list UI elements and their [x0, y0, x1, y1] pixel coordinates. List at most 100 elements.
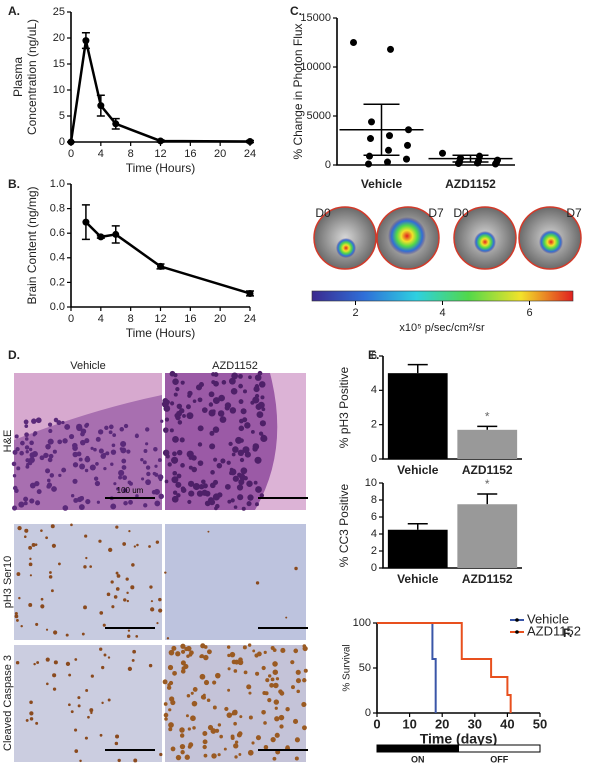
cell [24, 424, 29, 429]
cell [293, 648, 299, 654]
cell [79, 759, 82, 763]
y-tick-label: 4 [371, 528, 377, 540]
cell [232, 475, 239, 482]
cell [199, 673, 206, 680]
cell [126, 591, 129, 595]
panel-label: A. [8, 4, 20, 18]
x-category-label: Vehicle [397, 463, 439, 477]
point [246, 137, 254, 145]
cell [121, 458, 127, 464]
cell [248, 375, 252, 380]
ihc-ph3-vehicle [14, 524, 162, 640]
cell [90, 674, 94, 678]
cell [179, 733, 185, 738]
cell [294, 737, 300, 743]
cell [23, 496, 29, 502]
cell [143, 503, 148, 508]
cell [52, 449, 57, 454]
cell [238, 399, 244, 405]
cell [227, 688, 231, 692]
cell [154, 500, 161, 507]
cell [116, 574, 121, 578]
cell [224, 706, 229, 712]
cell [53, 417, 59, 423]
cell [36, 489, 42, 495]
cell [187, 499, 192, 504]
cell [186, 645, 192, 652]
cell [61, 420, 65, 425]
panel-label: B. [8, 177, 20, 191]
cell [255, 502, 259, 507]
cell [247, 494, 254, 501]
cell [294, 566, 298, 571]
cell [51, 486, 57, 492]
cell [272, 661, 278, 667]
cell [216, 462, 223, 469]
cell [267, 698, 272, 703]
y-tick-label: 0 [325, 159, 331, 171]
cell [278, 689, 283, 694]
cell [102, 452, 107, 457]
cell [302, 678, 307, 683]
point [474, 159, 481, 167]
x-tick-label: 20 [214, 148, 226, 160]
cell [31, 543, 36, 547]
cell [187, 480, 195, 487]
cell [65, 633, 69, 637]
error-bar [477, 493, 498, 505]
cell [208, 391, 215, 398]
cell [45, 536, 48, 540]
cell [204, 500, 211, 507]
cell [133, 758, 138, 763]
point [67, 138, 75, 146]
cell [72, 462, 79, 468]
cell [302, 644, 307, 648]
x-tick-label: 24 [244, 313, 256, 325]
cell [262, 690, 267, 695]
cell [49, 571, 52, 574]
cell [290, 660, 295, 665]
cell [47, 422, 53, 427]
cell [197, 442, 203, 447]
cell [181, 666, 186, 671]
cell [123, 598, 127, 602]
cell [29, 717, 34, 721]
cell [70, 493, 75, 498]
cell [258, 381, 266, 388]
cell [70, 523, 73, 527]
cell [48, 453, 54, 459]
cell [108, 430, 113, 435]
cell [85, 688, 89, 692]
signal [336, 238, 356, 258]
cell [29, 482, 36, 489]
cell [98, 539, 102, 543]
cell [131, 563, 135, 567]
cell [24, 535, 27, 538]
cell [77, 704, 81, 708]
cell [28, 545, 33, 550]
cell [78, 457, 83, 462]
cell [211, 409, 216, 414]
cell [156, 622, 159, 625]
cell [294, 756, 299, 761]
cell [240, 467, 248, 475]
cell [127, 480, 132, 485]
cell [68, 673, 72, 677]
cell [188, 465, 193, 470]
y-tick-label: 0.8 [50, 203, 65, 215]
cell [99, 733, 103, 737]
cell [272, 669, 279, 675]
cell [115, 571, 119, 575]
cell [255, 403, 262, 410]
cell [16, 572, 21, 576]
y-tick-label: 0.0 [50, 301, 65, 313]
cell [252, 396, 260, 404]
x-tick-label: 20 [214, 313, 226, 325]
cell [162, 679, 168, 685]
cell [229, 651, 236, 658]
cell [153, 447, 158, 452]
x-category-label: AZD1152 [462, 463, 513, 477]
cell [179, 727, 185, 733]
y-axis-label: % Change in Photon Flux [291, 23, 305, 159]
cell [25, 458, 30, 463]
